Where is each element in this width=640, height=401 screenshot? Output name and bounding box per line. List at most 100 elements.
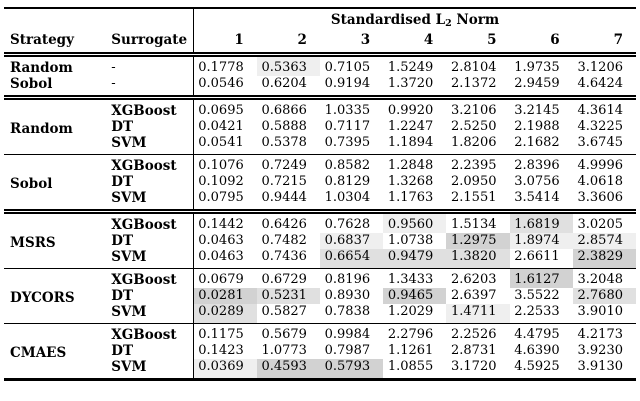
strategy-cell: MSRS xyxy=(4,211,106,269)
value-cell: 0.6204 xyxy=(256,76,320,100)
value-cell: 4.4795 xyxy=(514,327,560,342)
value-cell: 3.6745 xyxy=(572,135,636,155)
value-cell: 3.9130 xyxy=(577,359,624,374)
value-cell: 4.0618 xyxy=(577,174,624,189)
table-row: SVM 0.0795 0.9444 1.0304 1.1763 2.1551 3.5414 3… xyxy=(4,190,636,214)
value-cell: 0.1423 xyxy=(193,343,257,359)
norm-col-header-6: 6 xyxy=(509,32,573,57)
table-row: Random - 0.1778 0.5363 0.7105 1.5249 2.8104 1.9… xyxy=(4,54,636,76)
section-msrs: MSRS XGBoost 0.1442 0.6426 0.7628 0.9560 1.513… xyxy=(4,211,636,269)
value-cell: 0.7117 xyxy=(324,119,371,134)
value-cell: 0.6654 xyxy=(319,249,384,269)
table-row: DT 0.0421 0.5888 0.7117 1.2247 2.5250 2.1988 4.… xyxy=(4,119,636,135)
value-cell: 0.9479 xyxy=(383,249,447,269)
value-cell: 1.5134 xyxy=(451,217,497,232)
table-row: SVM 0.0289 0.5827 0.7838 1.2029 1.4711 2.2533 3… xyxy=(4,304,636,324)
value-cell: 3.2145 xyxy=(514,103,560,118)
value-cell: 0.0795 xyxy=(193,190,257,214)
value-cell: 4.6424 xyxy=(572,76,636,100)
value-cell: 2.1372 xyxy=(446,76,510,100)
value-cell: 1.2848 xyxy=(387,158,434,173)
value-cell: 0.7395 xyxy=(319,135,384,155)
norm-title-pre: Standardised L xyxy=(330,12,446,28)
section-cmaes: CMAES XGBoost 0.1175 0.5679 0.9984 2.2796 2.25… xyxy=(4,323,636,380)
value-cell: 1.8206 xyxy=(446,135,510,155)
value-cell: 4.6390 xyxy=(514,343,560,358)
value-cell: 0.0679 xyxy=(193,268,257,288)
norm-col-header-7: 7 xyxy=(572,32,636,57)
value-cell: 0.0463 xyxy=(193,249,257,269)
value-cell: 2.2796 xyxy=(387,327,434,342)
section-sobol: Sobol XGBoost 0.1076 0.7249 0.8582 1.2848 2.23… xyxy=(4,154,636,214)
value-cell: 3.5414 xyxy=(509,190,573,214)
value-cell: 3.5522 xyxy=(514,288,560,303)
table-row: CMAES XGBoost 0.1175 0.5679 0.9984 2.2796 2.25… xyxy=(4,323,636,361)
value-cell: 2.3829 xyxy=(572,249,636,269)
value-cell: 1.4711 xyxy=(446,304,510,324)
value-cell: 1.6127 xyxy=(509,268,573,288)
value-cell: 0.1175 xyxy=(193,323,257,343)
value-cell: 2.1682 xyxy=(509,135,573,155)
value-cell: 0.4593 xyxy=(256,359,320,380)
value-cell: 0.5231 xyxy=(256,288,320,304)
section-baseline: Random -0.1778 0.5363 0.7105 1.5249 2.8104 1.9… xyxy=(4,54,636,100)
table-row: Sobol XGBoost 0.1076 0.7249 0.8582 1.2848 2.23… xyxy=(4,154,636,214)
table-row: SVM 0.0369 0.4593 0.5793 1.0855 3.1720 4.5925 3… xyxy=(4,359,636,380)
value-cell: 2.1988 xyxy=(514,119,560,134)
value-cell: 0.7482 xyxy=(261,233,307,248)
value-cell: 2.2395 xyxy=(451,158,497,173)
value-cell: 0.7987 xyxy=(324,343,371,358)
value-cell: 1.0855 xyxy=(387,359,434,374)
value-cell: 4.2173 xyxy=(577,327,624,342)
value-cell: 3.2048 xyxy=(577,272,624,287)
value-cell: 0.6426 xyxy=(261,217,307,232)
value-cell: 0.8129 xyxy=(324,174,371,189)
value-cell: 0.5363 xyxy=(256,54,320,76)
value-cell: 0.7105 xyxy=(324,60,371,75)
value-cell: 1.6819 xyxy=(509,211,573,233)
value-cell: 2.8104 xyxy=(451,60,497,75)
value-cell: 1.0738 xyxy=(387,233,434,248)
value-cell: 2.2533 xyxy=(509,304,573,324)
value-cell: 0.0541 xyxy=(193,135,257,155)
value-cell: 0.0463 xyxy=(193,233,257,249)
paper-table-page: Standardised L2 Norm Strategy Surrogate … xyxy=(4,7,636,381)
value-cell: 0.7838 xyxy=(319,304,384,324)
value-cell: 4.3614 xyxy=(577,103,624,118)
surrogate-cell: DT xyxy=(111,174,134,190)
value-cell: 2.8731 xyxy=(451,343,497,358)
value-cell: 1.3820 xyxy=(446,249,510,269)
value-cell: 1.1894 xyxy=(383,135,447,155)
norm-col-header-3: 3 xyxy=(319,32,384,57)
value-cell: 0.0421 xyxy=(193,119,257,135)
value-cell: 0.5679 xyxy=(261,327,307,342)
value-cell: 0.9194 xyxy=(319,76,384,100)
value-cell: 3.0756 xyxy=(514,174,560,189)
surrogate-cell: XGBoost xyxy=(111,272,177,288)
surrogate-cell: SVM xyxy=(105,304,194,324)
value-cell: 0.6837 xyxy=(319,233,384,249)
strategy-cell: CMAES xyxy=(10,344,67,361)
value-cell: 0.7215 xyxy=(261,174,307,189)
value-cell: 0.5378 xyxy=(256,135,320,155)
value-cell: 1.3268 xyxy=(387,174,434,189)
surrogate-cell: XGBoost xyxy=(111,217,177,233)
value-cell: 0.5793 xyxy=(319,359,384,380)
value-cell: 0.0281 xyxy=(193,288,257,304)
norm-title-subscript: 2 xyxy=(445,18,452,29)
value-cell: 0.9984 xyxy=(324,327,371,342)
surrogate-cell: DT xyxy=(111,233,134,249)
value-cell: 1.5249 xyxy=(387,60,434,75)
value-cell: 3.9010 xyxy=(572,304,636,324)
strategy-cell: Random xyxy=(4,97,106,155)
value-cell: 2.6397 xyxy=(451,288,497,303)
surrogate-cell: SVM xyxy=(105,249,194,269)
value-cell: 0.9560 xyxy=(383,211,447,233)
header-row-title: Standardised L2 Norm xyxy=(4,8,636,32)
value-cell: 1.1763 xyxy=(383,190,447,214)
value-cell: 1.1261 xyxy=(387,343,434,358)
value-cell: 3.1206 xyxy=(577,60,624,75)
value-cell: 0.0695 xyxy=(193,97,257,119)
value-cell: 2.8396 xyxy=(514,158,560,173)
table-row: MSRS XGBoost 0.1442 0.6426 0.7628 0.9560 1.513… xyxy=(4,211,636,269)
